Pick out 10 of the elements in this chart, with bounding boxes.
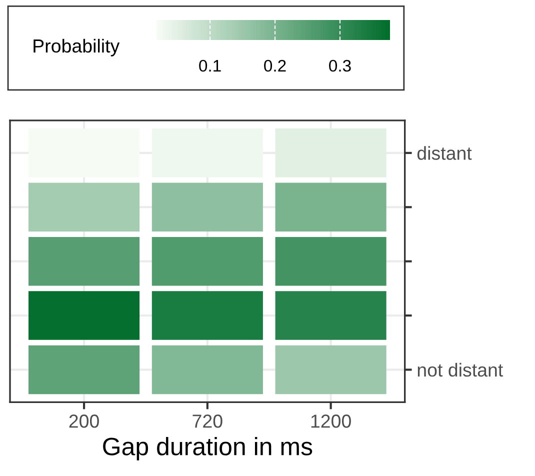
color-bar-label: 0.3 (329, 60, 351, 72)
color-bar-title: Probability (34, 38, 120, 56)
y-tick-label: not distant (418, 362, 504, 377)
y-tick-label: distant (417, 146, 472, 160)
color-bar-label: 0.2 (264, 60, 286, 72)
color-bar-label: 0.1 (199, 60, 221, 72)
x-tick-label: 1200 (311, 414, 351, 428)
x-axis-title: Gap duration in ms (103, 437, 312, 460)
x-tick-label: 720 (192, 414, 222, 428)
x-tick-label: 200 (69, 414, 99, 428)
